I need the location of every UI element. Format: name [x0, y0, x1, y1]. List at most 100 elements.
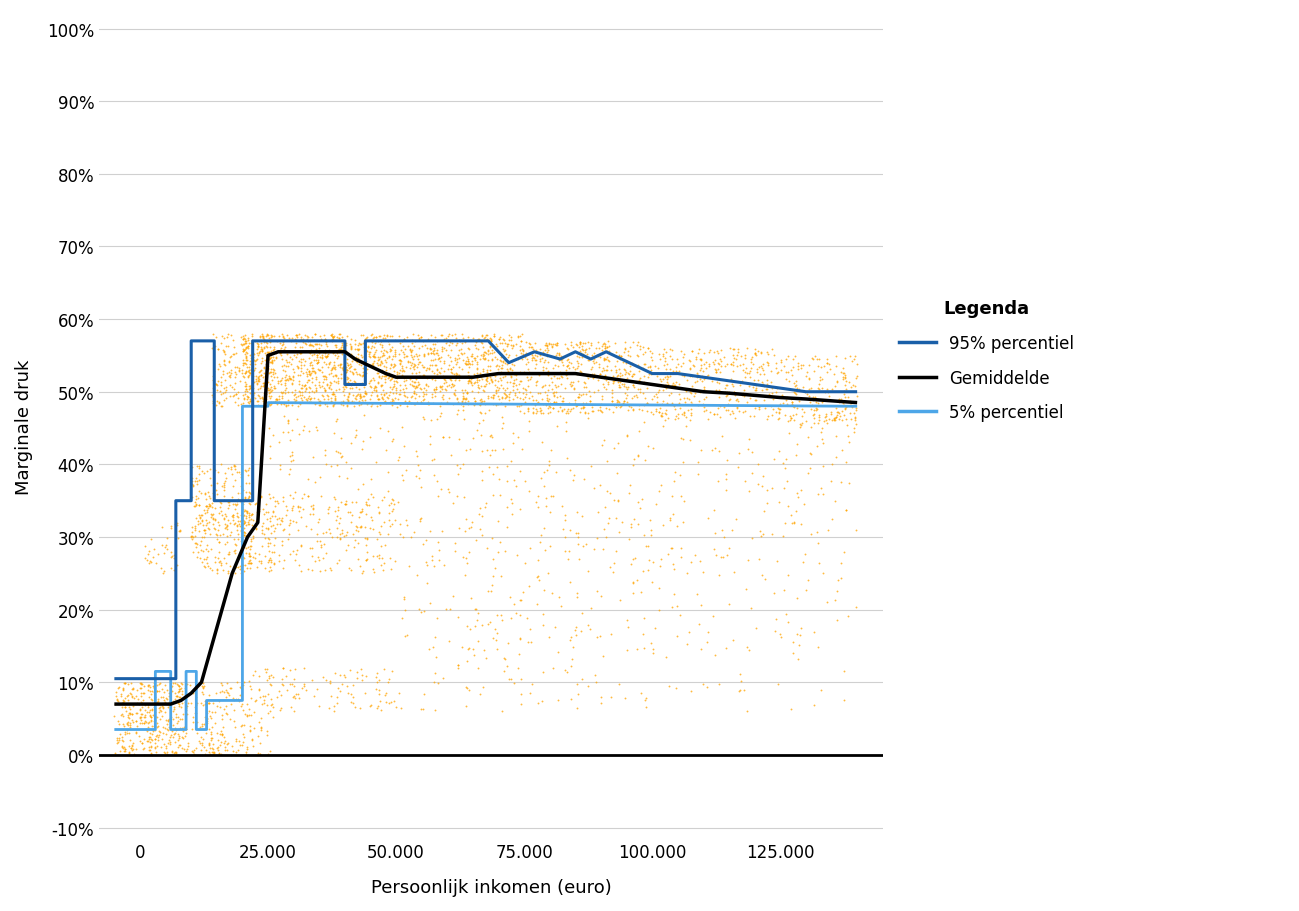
Point [238, 708, 259, 722]
Point [496, 363, 517, 377]
Point [495, 388, 516, 403]
Point [233, 727, 253, 742]
Point [269, 336, 290, 351]
Point [299, 395, 320, 410]
Point [490, 382, 511, 396]
Point [601, 394, 622, 409]
Point [486, 633, 507, 648]
Point [514, 351, 535, 365]
Point [513, 382, 534, 396]
Point [395, 378, 416, 393]
Point [372, 344, 392, 359]
Point [325, 390, 346, 404]
Point [143, 700, 164, 714]
Point [364, 353, 385, 368]
Point [570, 364, 591, 379]
Point [375, 360, 396, 374]
Point [307, 682, 327, 697]
Point [204, 340, 225, 354]
Point [392, 339, 413, 353]
Point [338, 393, 359, 407]
Point [603, 374, 624, 389]
Point [403, 525, 423, 539]
Point [300, 391, 321, 405]
Point [712, 429, 733, 444]
Point [477, 374, 498, 389]
Point [200, 727, 221, 742]
Point [655, 354, 675, 369]
Point [460, 621, 481, 636]
Point [374, 353, 395, 368]
Point [787, 437, 808, 452]
Point [377, 485, 397, 499]
Point [427, 370, 448, 384]
Point [297, 472, 318, 486]
Point [179, 678, 200, 692]
Point [582, 361, 603, 375]
Point [191, 464, 212, 478]
Point [487, 626, 508, 640]
Point [555, 544, 575, 558]
Point [239, 379, 260, 394]
Point [587, 531, 608, 546]
Point [413, 393, 434, 407]
Point [408, 377, 429, 392]
Point [270, 346, 291, 361]
Point [271, 338, 292, 353]
Point [539, 539, 560, 554]
Point [387, 368, 408, 383]
Point [235, 337, 256, 352]
Point [642, 408, 662, 423]
Point [388, 353, 409, 368]
Point [408, 458, 429, 473]
Point [195, 487, 216, 502]
Point [694, 404, 714, 419]
Point [217, 564, 238, 578]
Point [353, 380, 374, 394]
Point [366, 533, 387, 548]
Point [195, 746, 216, 761]
Point [383, 349, 404, 363]
Point [108, 731, 129, 745]
Point [394, 385, 414, 400]
Point [235, 342, 256, 356]
Point [574, 376, 595, 391]
Point [340, 379, 361, 394]
Point [690, 353, 711, 368]
Point [442, 366, 462, 381]
Point [590, 400, 611, 415]
Point [487, 398, 508, 413]
Point [817, 595, 838, 609]
Point [168, 677, 188, 691]
Point [817, 385, 838, 400]
Point [475, 346, 496, 361]
Point [247, 394, 268, 409]
Point [413, 368, 434, 383]
Point [200, 527, 221, 541]
Point [478, 403, 499, 417]
Point [448, 361, 469, 375]
Point [210, 558, 231, 572]
Point [207, 742, 227, 756]
Point [446, 366, 466, 381]
Point [768, 411, 788, 425]
Point [517, 371, 538, 385]
Point [439, 350, 460, 364]
Point [782, 517, 803, 531]
Point [261, 398, 282, 413]
Point [396, 513, 417, 527]
Point [366, 357, 387, 372]
Point [240, 553, 261, 568]
Point [781, 702, 801, 717]
Point [798, 365, 818, 380]
Point [361, 698, 382, 712]
Point [568, 351, 588, 365]
Point [349, 388, 370, 403]
Point [662, 380, 683, 394]
Point [205, 716, 226, 731]
Point [655, 414, 675, 428]
Point [251, 554, 271, 568]
Point [546, 385, 566, 400]
Point [261, 384, 282, 399]
Point [470, 353, 491, 367]
